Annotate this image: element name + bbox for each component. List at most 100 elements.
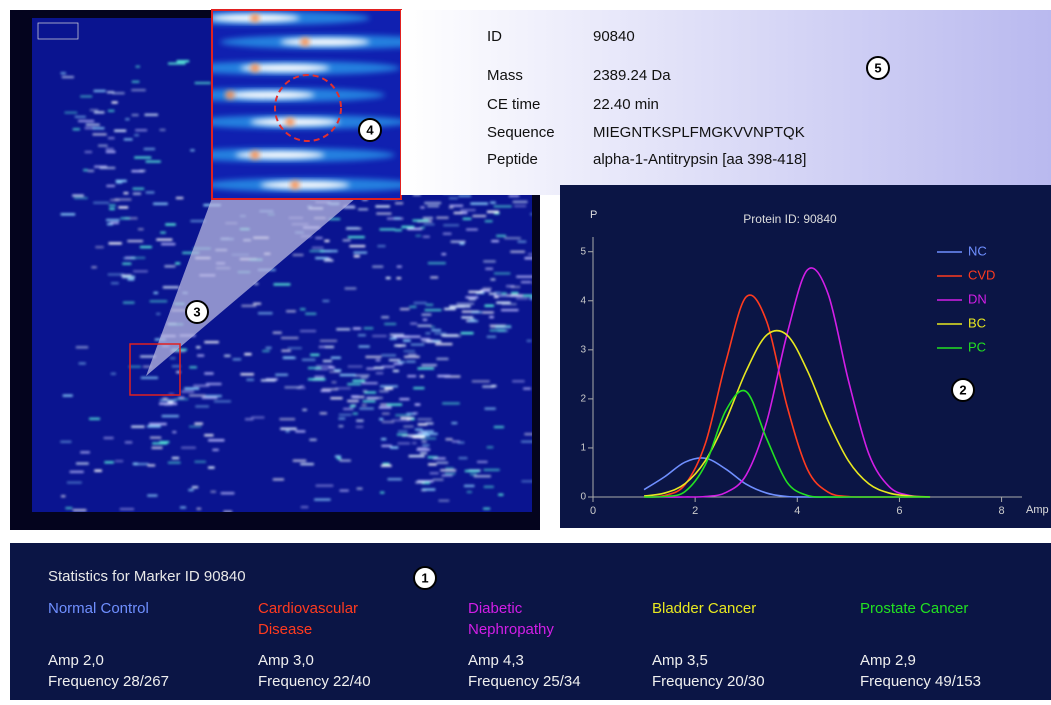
streak bbox=[76, 462, 89, 464]
streak bbox=[146, 160, 161, 162]
statistics-title: Statistics for Marker ID 90840 bbox=[48, 568, 246, 585]
streak bbox=[401, 226, 414, 228]
streak bbox=[393, 336, 409, 338]
x-tick-label: 8 bbox=[999, 505, 1005, 517]
streak bbox=[511, 286, 521, 288]
streak bbox=[180, 506, 186, 508]
streak bbox=[146, 191, 155, 193]
streak bbox=[336, 328, 350, 330]
streak bbox=[165, 223, 176, 225]
streak bbox=[483, 287, 492, 289]
streak bbox=[412, 442, 416, 444]
streak bbox=[420, 452, 427, 454]
streak bbox=[302, 409, 307, 411]
streak bbox=[466, 228, 478, 230]
chart-title: Protein ID: 90840 bbox=[743, 212, 837, 226]
streak bbox=[386, 404, 402, 406]
streak bbox=[116, 180, 127, 182]
streak bbox=[211, 491, 216, 493]
group: Normal ControlAmp 2,0Frequency 28/267 bbox=[48, 598, 223, 698]
streak bbox=[482, 311, 493, 313]
streak bbox=[65, 112, 78, 114]
streak bbox=[125, 441, 132, 443]
streak bbox=[293, 254, 304, 256]
y-tick-label: 4 bbox=[580, 295, 586, 306]
streak bbox=[152, 447, 163, 449]
streak bbox=[320, 340, 337, 342]
streak bbox=[110, 222, 119, 224]
streak bbox=[501, 309, 518, 311]
streak bbox=[409, 455, 425, 457]
streak bbox=[417, 449, 430, 451]
streak bbox=[436, 358, 448, 360]
streak bbox=[93, 133, 107, 135]
streak bbox=[340, 490, 349, 492]
streak bbox=[418, 367, 435, 369]
info-value: 22.40 min bbox=[593, 96, 659, 113]
streak bbox=[458, 195, 471, 197]
streak bbox=[330, 397, 342, 399]
streak bbox=[354, 255, 360, 257]
streak bbox=[312, 247, 324, 249]
streak bbox=[328, 366, 334, 368]
streak bbox=[73, 509, 87, 511]
streak bbox=[308, 367, 321, 369]
zoom-hotspot bbox=[291, 181, 299, 189]
streak bbox=[359, 345, 370, 347]
streak bbox=[356, 420, 363, 422]
streak bbox=[426, 304, 433, 306]
zoom-streak bbox=[280, 38, 370, 46]
screen: Statistics for Marker ID 90840 ID90840Ma… bbox=[0, 0, 1051, 700]
streak bbox=[377, 245, 385, 247]
streak bbox=[366, 397, 383, 399]
streak bbox=[421, 338, 430, 340]
streak bbox=[189, 394, 205, 396]
streak bbox=[442, 402, 460, 404]
streak bbox=[464, 485, 474, 487]
streak bbox=[189, 425, 201, 427]
streak bbox=[322, 300, 329, 302]
streak bbox=[171, 265, 176, 267]
streak bbox=[109, 208, 115, 210]
streak bbox=[315, 237, 322, 239]
frequency: Frequency 49/153 bbox=[860, 671, 1035, 692]
x-tick-label: 2 bbox=[692, 505, 698, 517]
streak bbox=[160, 399, 177, 401]
streak bbox=[381, 438, 386, 440]
streak bbox=[61, 213, 76, 215]
streak bbox=[111, 282, 119, 284]
streak bbox=[347, 400, 359, 402]
info-key: ID bbox=[487, 28, 502, 45]
streak bbox=[353, 413, 358, 415]
streak bbox=[85, 151, 92, 153]
streak bbox=[98, 145, 107, 147]
group: Bladder CancerAmp 3,5Frequency 20/30 bbox=[652, 598, 827, 698]
streak bbox=[261, 379, 276, 381]
streak bbox=[343, 239, 351, 241]
info-key: Mass bbox=[487, 67, 523, 84]
streak bbox=[403, 340, 411, 342]
streak bbox=[347, 383, 361, 385]
streak bbox=[120, 508, 134, 510]
streak bbox=[428, 262, 446, 264]
streak bbox=[437, 462, 449, 464]
streak bbox=[430, 276, 438, 278]
name: Prostate Cancer bbox=[860, 598, 990, 644]
streak bbox=[523, 388, 531, 390]
page: Statistics for Marker ID 90840 ID90840Ma… bbox=[0, 0, 1051, 700]
streak bbox=[451, 422, 457, 424]
streak bbox=[88, 170, 94, 172]
streak bbox=[443, 233, 452, 235]
streak bbox=[491, 385, 496, 387]
streak bbox=[241, 305, 256, 307]
streak bbox=[63, 395, 73, 397]
frequency: Frequency 28/267 bbox=[48, 671, 223, 692]
streak bbox=[422, 433, 437, 435]
streak bbox=[177, 60, 189, 62]
streak bbox=[293, 460, 306, 462]
streak bbox=[221, 492, 235, 494]
streak bbox=[262, 350, 269, 352]
streak bbox=[195, 405, 209, 407]
streak bbox=[324, 259, 333, 261]
streak bbox=[356, 426, 363, 428]
